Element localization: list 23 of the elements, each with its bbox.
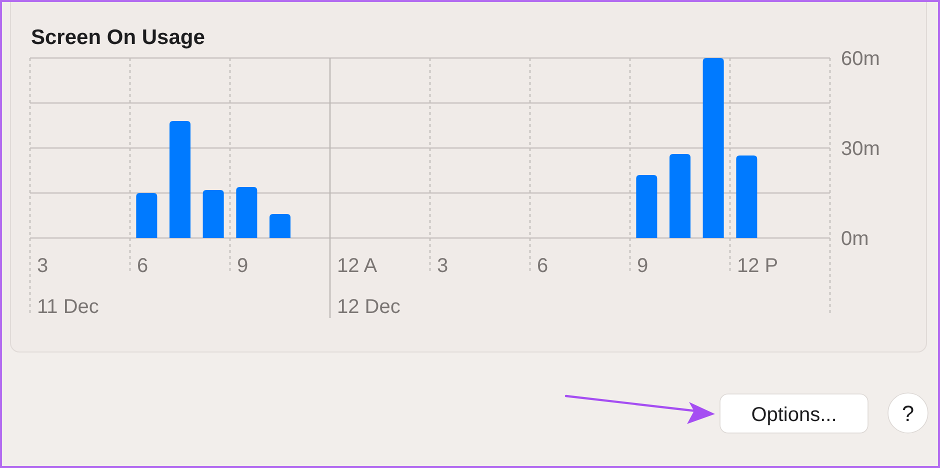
bar <box>136 193 158 238</box>
x-tick-label: 12 A 12 Dec <box>337 255 400 318</box>
bar <box>270 214 290 238</box>
y-tick-label: 60m <box>841 48 880 70</box>
bar <box>202 190 224 238</box>
x-tick-label: 3 <box>437 255 448 277</box>
x-tick-label: 6 <box>537 255 548 277</box>
x-tick-label: 3 11 Dec <box>37 255 99 318</box>
x-tick-label: 9 <box>237 255 248 277</box>
options-button: Options... <box>720 394 868 434</box>
bar <box>636 175 658 238</box>
chart-title: Screen On Usage <box>31 26 205 49</box>
y-tick-label: 30m <box>841 138 880 160</box>
bar <box>236 187 258 238</box>
bar <box>670 154 690 238</box>
bar <box>170 121 190 238</box>
x-tick-label: 6 <box>137 255 148 277</box>
x-tick-label: 9 <box>637 255 648 277</box>
bar <box>702 58 724 238</box>
x-tick-label: 12 P <box>737 255 778 277</box>
y-tick-label: 0m <box>841 228 869 250</box>
help-button: ? <box>888 392 928 434</box>
bar <box>736 156 758 238</box>
